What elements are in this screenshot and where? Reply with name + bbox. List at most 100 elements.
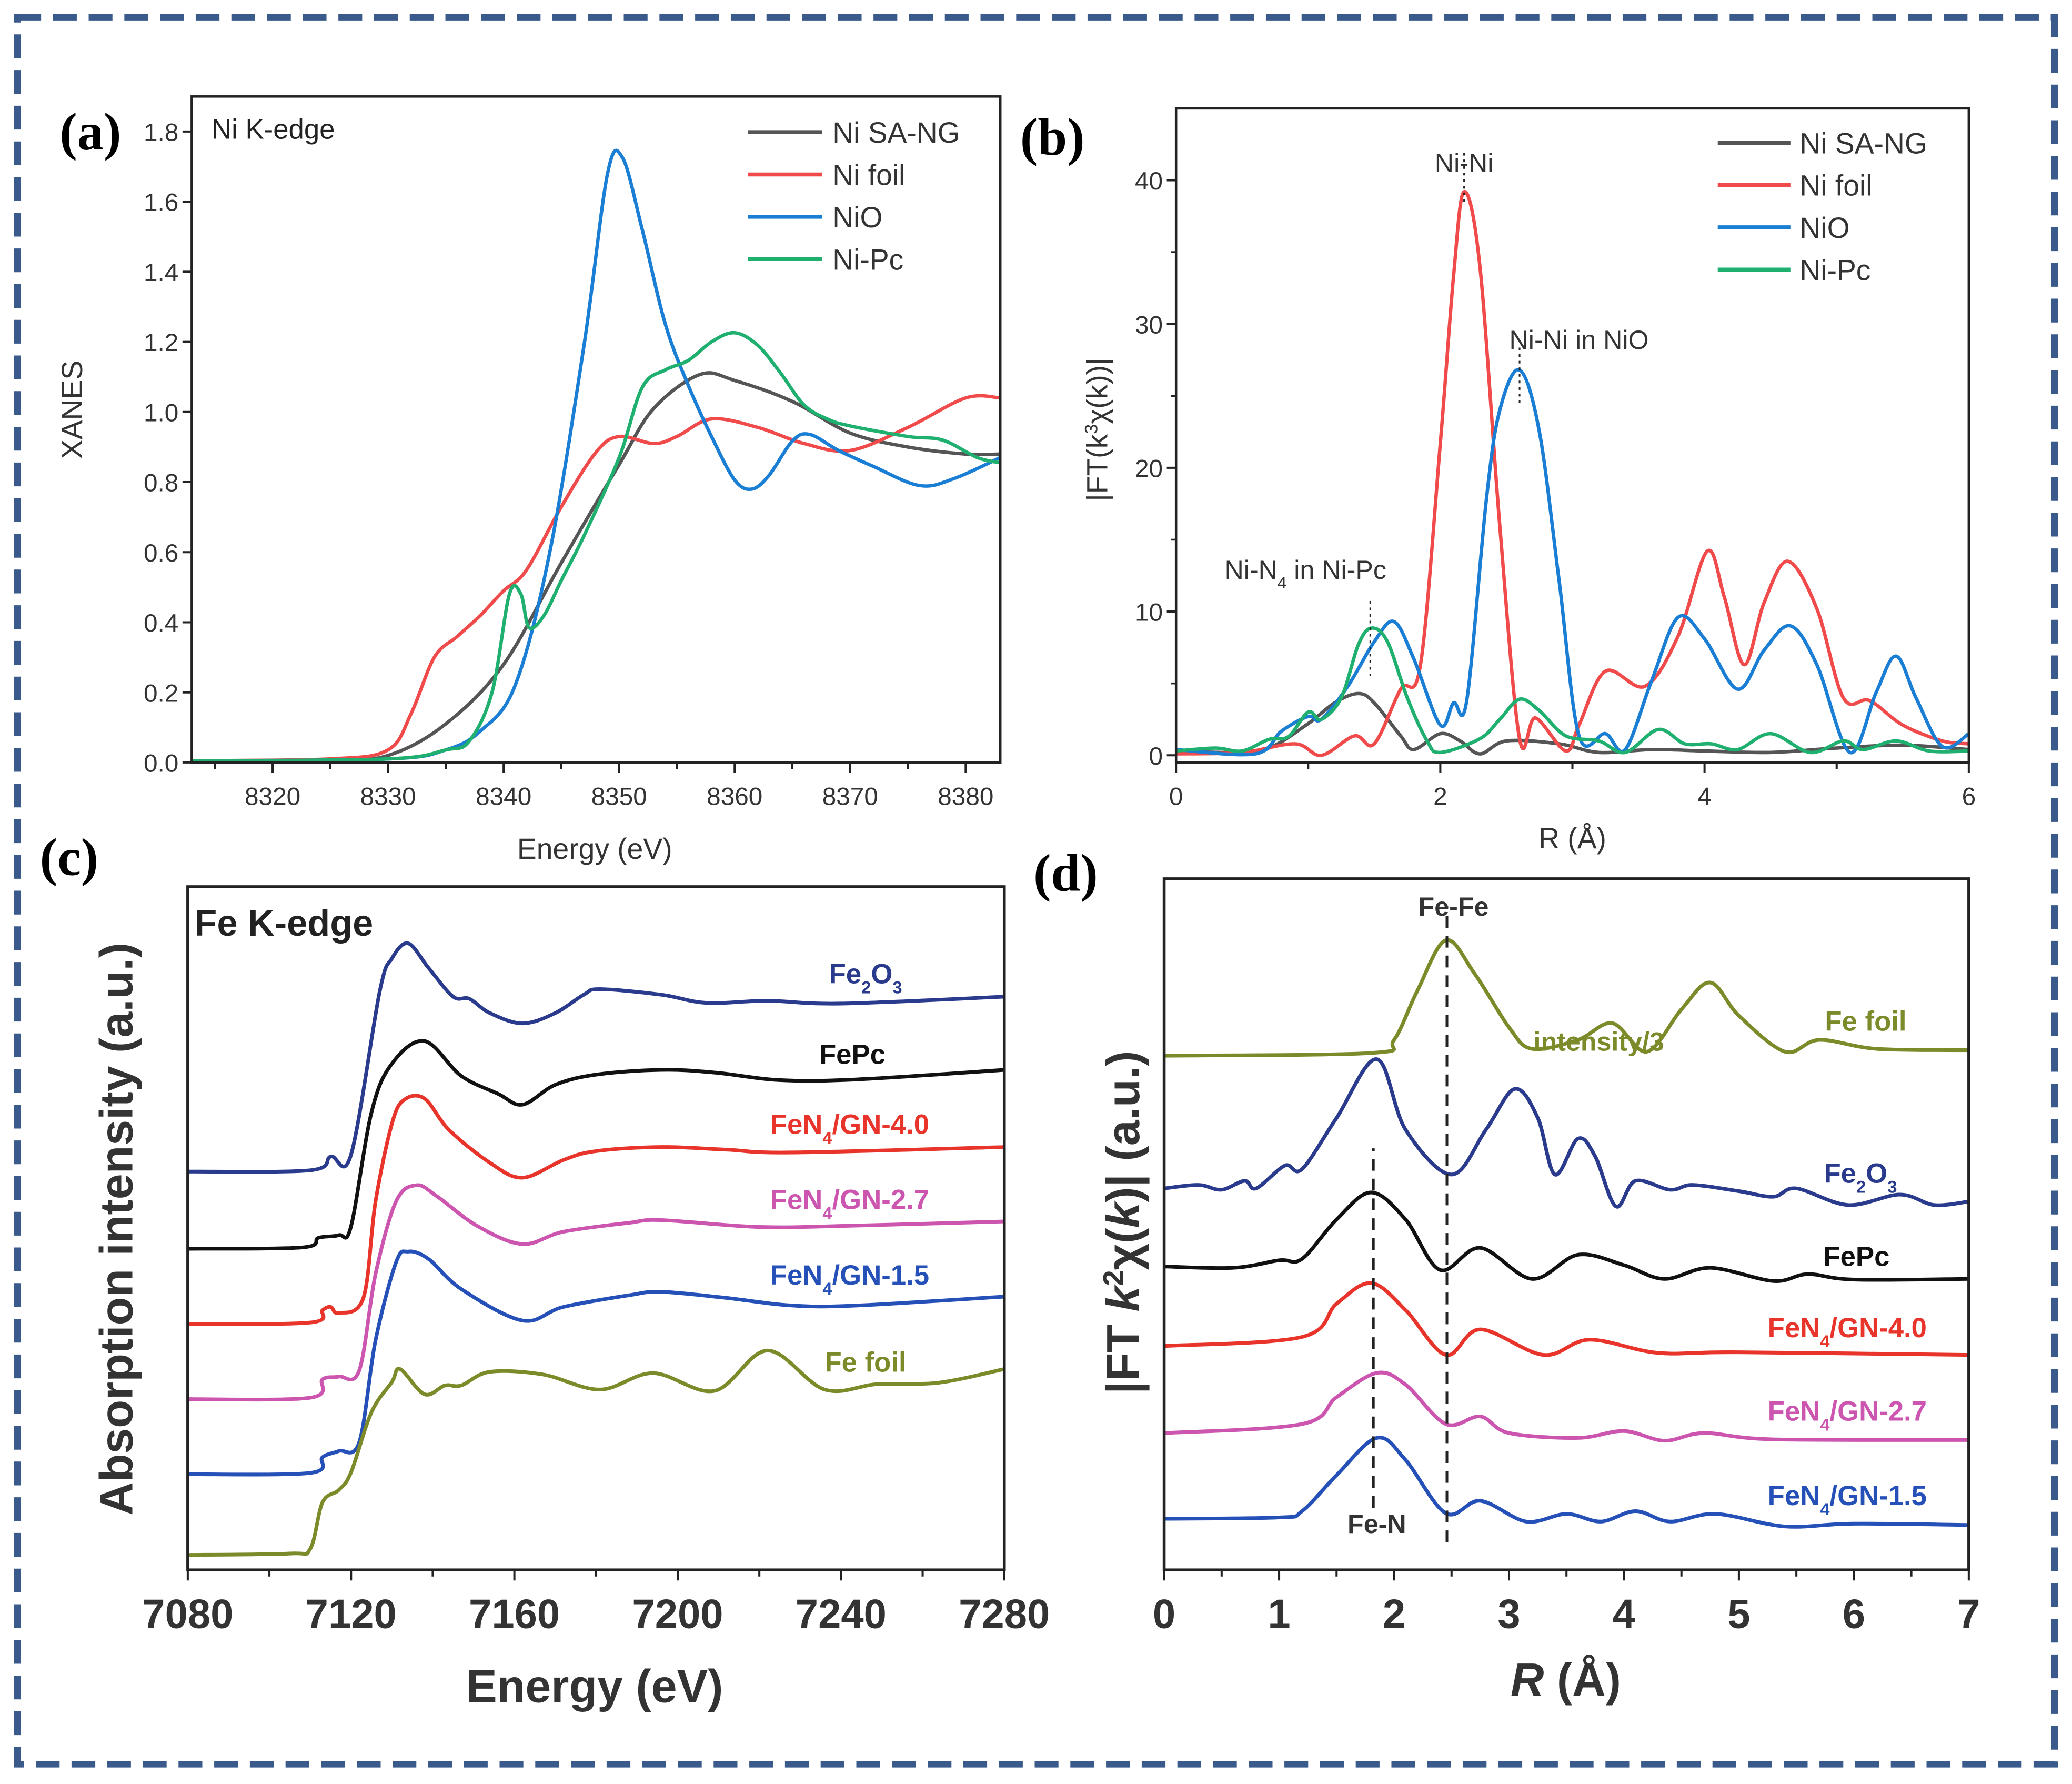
chart-title: Ni K-edge <box>212 114 335 145</box>
panel-letter-b: (b) <box>1020 107 1085 166</box>
series-line-3 <box>1175 626 1969 755</box>
x-tick-label: 6 <box>1962 783 1976 810</box>
panel-b: 0 2 4 6 0 10 20 30 40 R (Å) |FT(k3χ(k))| Ni SA-NG Ni… <box>1081 107 1976 855</box>
panel-letter-c: (c) <box>40 827 98 886</box>
series-line-2 <box>1175 368 1970 757</box>
x-tick-label: 0 <box>1169 783 1183 810</box>
y-tick-label: 0.2 <box>144 679 178 707</box>
series-line-1 <box>187 1039 1004 1251</box>
series-line-3 <box>187 1183 1004 1402</box>
x-tick-label: 6 <box>1843 1592 1865 1637</box>
y-tick-label: 0.4 <box>144 609 178 637</box>
x-tick-label: 8340 <box>476 783 531 810</box>
legend-label: Ni foil <box>832 159 905 192</box>
x-tick-label: 8370 <box>822 783 878 810</box>
series-label: FeN4/GN-1.5 <box>770 1260 929 1298</box>
x-axis-label: R (Å) <box>1538 822 1606 855</box>
series-label: FeN4/GN-2.7 <box>1768 1396 1927 1434</box>
x-tick-label: 7240 <box>796 1592 887 1637</box>
x-tick-label: 2 <box>1383 1592 1405 1637</box>
x-tick-label: 5 <box>1727 1592 1750 1637</box>
legend-label: Ni SA-NG <box>832 116 960 149</box>
panel-letter-a: (a) <box>59 102 121 161</box>
legend-label: Ni foil <box>1799 169 1872 202</box>
y-tick-label: 0.8 <box>144 469 178 497</box>
series-line-4 <box>1164 1370 1969 1443</box>
plot-frame <box>1174 107 1970 764</box>
x-axis-label: R (Å) <box>1511 1653 1621 1706</box>
series-line-3 <box>1164 1281 1969 1357</box>
x-tick-label: 8330 <box>360 783 416 810</box>
series-line-0 <box>1164 938 1969 1058</box>
y-axis-label: Absorption intensity (a.u.) <box>90 943 142 1516</box>
x-tick-label: 8380 <box>938 783 993 810</box>
series-line-5 <box>1164 1436 1969 1529</box>
chart-title: Fe K-edge <box>194 902 373 944</box>
x-axis-label: Energy (eV) <box>517 833 672 865</box>
series-line-2 <box>192 148 1001 763</box>
annotation-label: Ni-Ni in NiO <box>1510 325 1649 355</box>
x-tick-label: 7200 <box>632 1592 723 1637</box>
panel-d: 0 1 2 3 4 5 6 7 R (Å) |FT k2χ(k)| (a.u.) Fe foil Fe… <box>1097 877 1980 1706</box>
y-tick-label: 1.4 <box>144 259 178 287</box>
legend-label: Ni-Pc <box>1799 254 1870 286</box>
y-axis-label: XANES <box>56 360 88 459</box>
series-label: FeN4/GN-2.7 <box>770 1185 929 1223</box>
series-line-2 <box>187 1094 1004 1326</box>
y-tick-label: 1.2 <box>144 329 178 357</box>
x-axis-label: Energy (eV) <box>466 1660 723 1712</box>
panel-c: 7080 7120 7160 7200 7240 7280 Energy (eV) Absor… <box>90 885 1050 1712</box>
x-tick-label: 2 <box>1433 783 1447 810</box>
series-label: FeN4/GN-1.5 <box>1768 1480 1927 1519</box>
x-tick-label: 0 <box>1153 1592 1175 1637</box>
x-tick-label: 7120 <box>306 1592 397 1637</box>
outer-dashed-frame <box>14 14 2058 1768</box>
x-tick-label: 4 <box>1697 783 1712 810</box>
y-tick-label: 40 <box>1135 167 1163 195</box>
series-label: FeN4/GN-4.0 <box>1768 1312 1927 1351</box>
y-tick-label: 0.0 <box>144 749 178 777</box>
plot-frame <box>190 95 1002 764</box>
x-tick-label: 7280 <box>959 1592 1050 1637</box>
y-tick-label: 0 <box>1149 743 1163 770</box>
x-tick-label: 3 <box>1497 1592 1520 1637</box>
y-tick-label: 1.0 <box>144 399 178 427</box>
annotation-label: Fe-N <box>1347 1509 1406 1539</box>
series-line-0 <box>187 941 1004 1174</box>
series-label: Fe2O3 <box>1824 1158 1897 1196</box>
y-tick-label: 1.6 <box>144 189 178 217</box>
y-axis-label: |FT k2χ(k)| (a.u.) <box>1097 1051 1150 1394</box>
series-line-1 <box>1164 1057 1969 1209</box>
series-label: Fe2O3 <box>829 958 902 996</box>
series-label: FeN4/GN-4.0 <box>770 1109 929 1148</box>
series-line-1 <box>192 394 1001 763</box>
series-line-1 <box>1176 190 1969 757</box>
series-line-4 <box>187 1249 1004 1477</box>
series-label: Fe foil <box>1825 1006 1906 1037</box>
x-tick-label: 7 <box>1957 1592 1980 1637</box>
y-tick-label: 30 <box>1135 311 1163 339</box>
x-tick-label: 1 <box>1268 1592 1290 1637</box>
annotation-label: Ni-N4 in Ni-Pc <box>1225 555 1386 592</box>
y-axis-label: |FT(k3χ(k))| <box>1081 358 1114 502</box>
annotation-label: intensity/3 <box>1534 1027 1664 1056</box>
x-tick-label: 7160 <box>469 1592 560 1637</box>
legend: Ni SA-NG Ni foil NiO Ni-Pc <box>1717 127 1927 286</box>
annotation-label: Ni-Ni <box>1435 148 1494 177</box>
x-tick-label: 4 <box>1613 1592 1635 1637</box>
x-tick-label: 8320 <box>245 783 300 810</box>
legend-label: NiO <box>832 201 882 234</box>
x-tick-label: 8350 <box>591 783 647 810</box>
series-line-5 <box>187 1348 1005 1557</box>
series-label: FePc <box>1823 1241 1889 1272</box>
series-line-2 <box>1164 1190 1969 1283</box>
legend-label: Ni-Pc <box>832 243 903 276</box>
y-tick-label: 20 <box>1135 455 1163 483</box>
y-tick-label: 0.6 <box>144 539 178 567</box>
legend-label: Ni SA-NG <box>1799 127 1927 159</box>
series-label: FePc <box>819 1039 886 1070</box>
y-tick-label: 10 <box>1135 599 1163 627</box>
x-tick-label: 8360 <box>707 783 762 810</box>
series-line-0 <box>192 371 1001 763</box>
